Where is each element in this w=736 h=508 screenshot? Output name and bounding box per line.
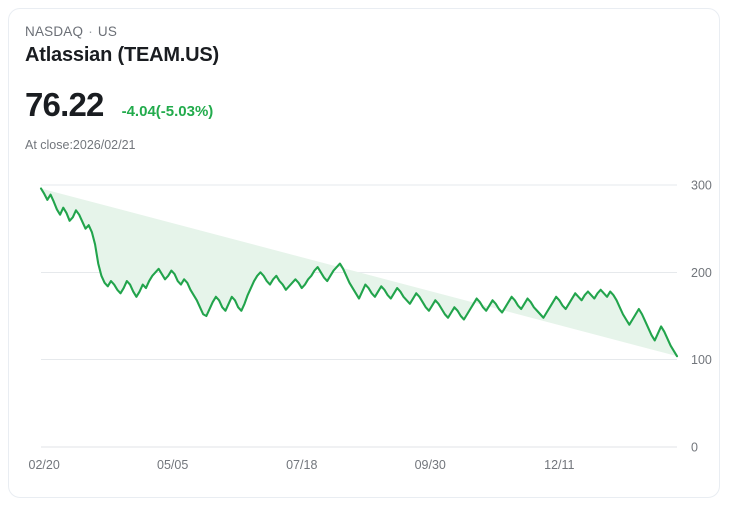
market-close-note: At close:2026/02/21 [25,138,136,153]
y-axis-tick-label: 200 [691,266,712,280]
stock-quote-card: NASDAQ · US Atlassian (TEAM.US) 76.22 -4.0… [8,8,720,498]
y-axis-tick-label: 0 [691,441,698,455]
x-axis-tick-label: 07/18 [286,458,317,472]
quote-header: NASDAQ · US Atlassian (TEAM.US) 76.22 -4.0… [25,23,703,154]
price-chart-svg: 300 200 100 0 02/20 05/05 07/18 09/30 12/11 [29,179,712,473]
separator-dot: · [88,24,93,40]
chart-series-line [39,187,679,358]
price-chart[interactable]: 300 200 100 0 02/20 05/05 07/18 09/30 12/11 [9,169,719,489]
price-row: 76.22 -4.04(-5.03%) [25,86,703,124]
y-axis-labels: 300 200 100 0 [691,179,712,455]
current-price: 76.22 [25,86,104,124]
y-axis-tick-label: 300 [691,179,712,193]
x-axis-tick-label: 09/30 [415,458,446,472]
chart-area-fill [41,188,677,357]
exchange-region-line: NASDAQ · US [25,23,703,41]
series-area-path [41,188,677,357]
y-axis-tick-label: 100 [691,353,712,367]
x-axis-tick-label: 02/20 [29,458,60,472]
region-code: US [97,24,118,39]
x-axis-tick-label: 12/11 [544,458,574,472]
exchange-name: NASDAQ [25,24,84,39]
price-change: -4.04(-5.03%) [121,103,214,121]
page-title: Atlassian (TEAM.US) [25,44,220,67]
series-line-path [39,187,679,358]
x-axis-tick-label: 05/05 [157,458,188,472]
x-axis-labels: 02/20 05/05 07/18 09/30 12/11 [29,458,575,472]
